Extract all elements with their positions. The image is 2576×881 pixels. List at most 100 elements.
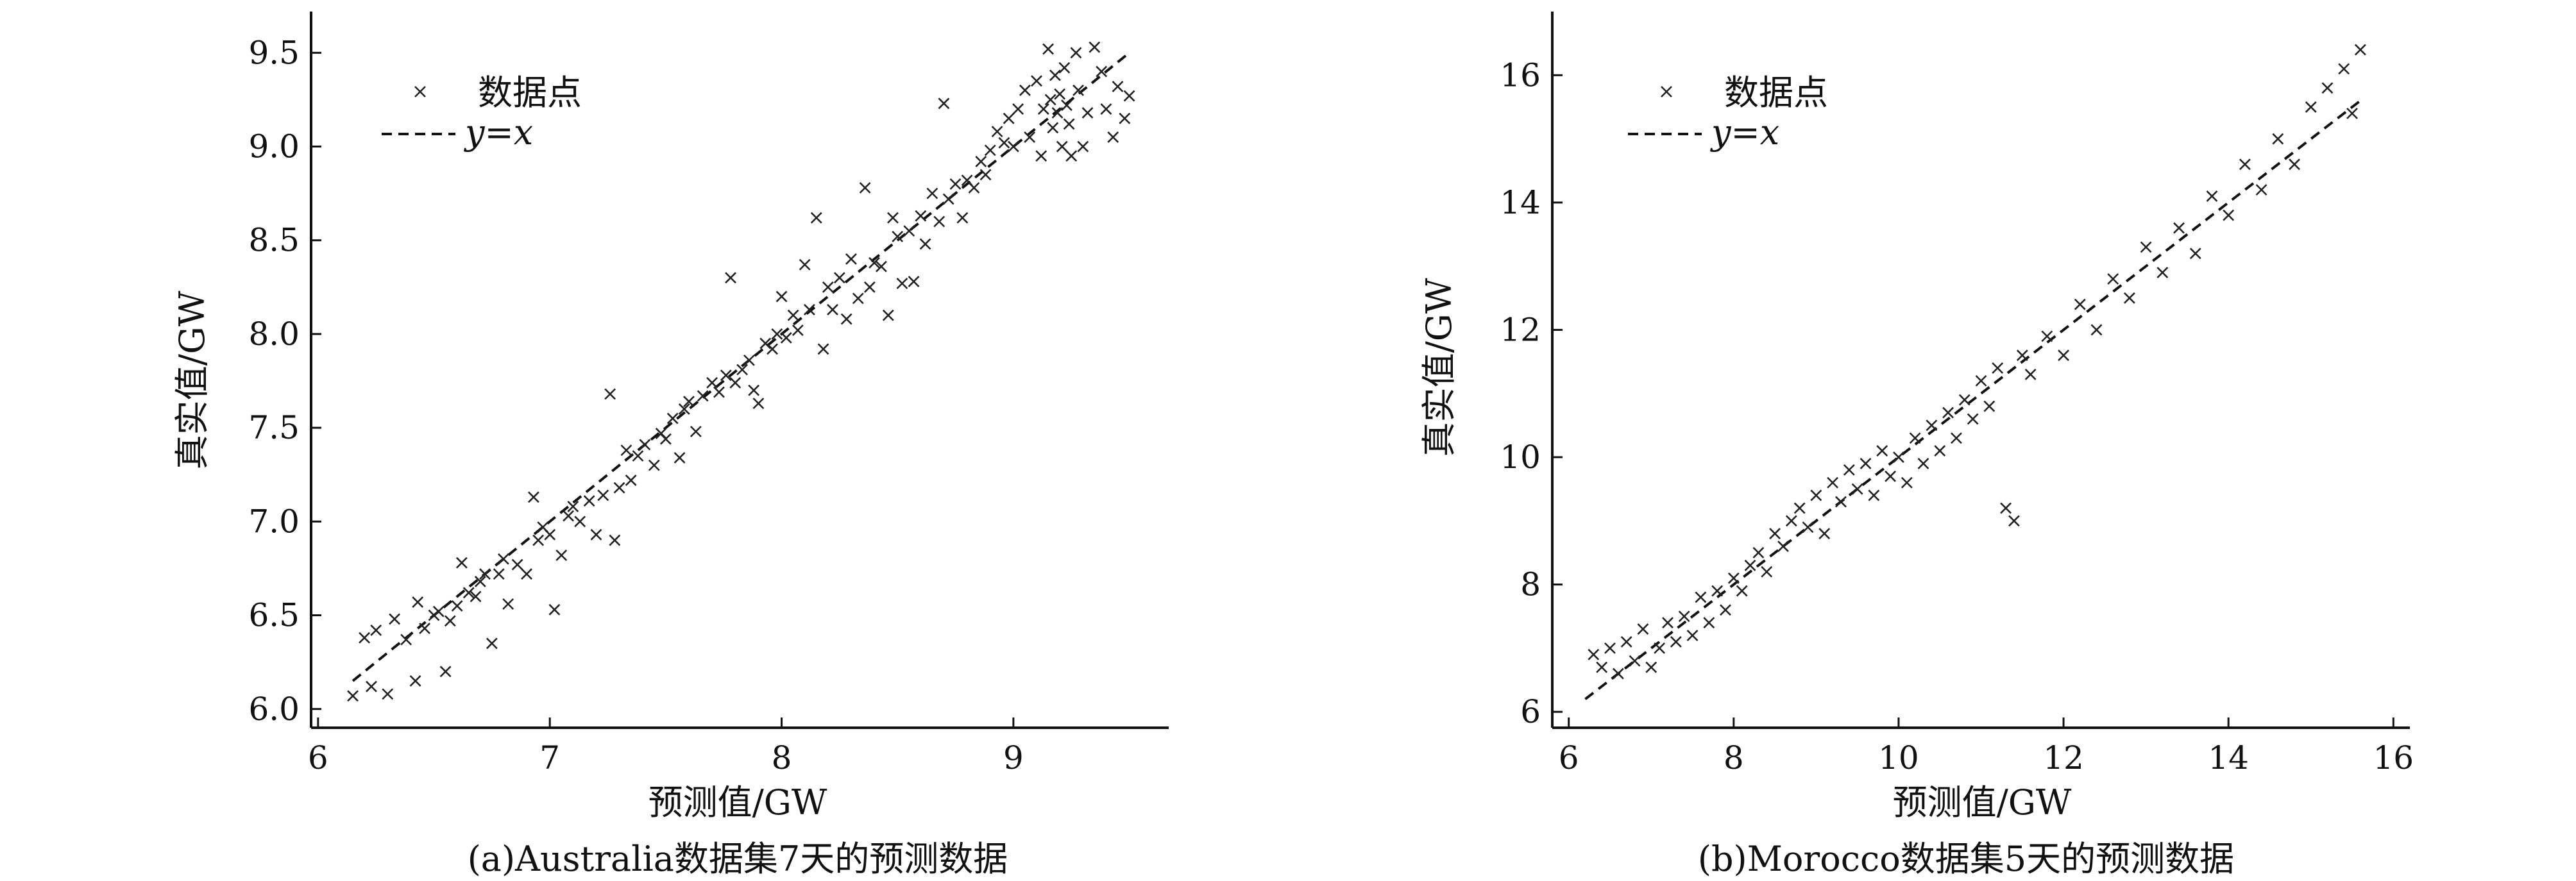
data-point <box>2140 241 2152 253</box>
data-point <box>1893 451 1904 463</box>
y-tick-label: 6.0 <box>248 691 300 728</box>
data-point <box>419 623 430 634</box>
data-point <box>908 276 920 287</box>
y-tick-label: 9.0 <box>248 128 300 165</box>
data-point <box>1035 150 1047 162</box>
data-point <box>780 331 792 344</box>
data-point <box>1637 623 1649 635</box>
data-point <box>412 596 424 608</box>
data-point <box>2107 273 2119 285</box>
data-point <box>574 516 586 528</box>
data-point <box>639 439 651 451</box>
x-tick-label: 10 <box>1878 739 1919 776</box>
data-point <box>903 225 915 237</box>
data-point <box>1934 445 1946 457</box>
legend-marker-x-icon <box>414 86 426 97</box>
data-point <box>2346 107 2358 119</box>
data-point <box>2058 349 2069 362</box>
y-axis-label: 真实值/GW <box>172 290 212 469</box>
data-point <box>1123 90 1135 102</box>
data-point <box>590 528 602 541</box>
data-point <box>1037 103 1049 115</box>
data-point <box>1065 150 1078 162</box>
data-point <box>1810 489 1822 501</box>
data-point <box>648 459 660 471</box>
x-tick-label: 6 <box>308 739 328 776</box>
data-point <box>1983 400 1996 412</box>
data-point <box>792 324 804 337</box>
data-point <box>1096 65 1108 78</box>
data-point <box>1942 407 1954 419</box>
x-axis-label: 预测值/GW <box>648 782 827 823</box>
y-tick-label: 16 <box>1500 56 1541 94</box>
x-axis-label: 预测值/GW <box>1893 782 2072 823</box>
data-point <box>1654 642 1666 654</box>
data-point <box>1612 667 1624 680</box>
data-point <box>2189 248 2201 260</box>
data-point <box>1620 636 1632 648</box>
data-point <box>455 557 468 569</box>
data-point <box>915 210 927 222</box>
data-point <box>1003 112 1015 124</box>
data-point <box>975 156 987 167</box>
data-point <box>1876 445 1888 457</box>
data-point <box>1056 140 1068 153</box>
data-point <box>827 304 838 315</box>
data-point <box>1007 140 1019 153</box>
data-point <box>1909 432 1921 444</box>
data-point <box>347 690 359 702</box>
data-point <box>1958 394 1970 406</box>
data-point <box>2338 63 2350 75</box>
data-point <box>2223 209 2235 221</box>
data-point <box>748 384 760 396</box>
data-point <box>439 666 452 678</box>
data-point <box>462 587 475 599</box>
data-point <box>2000 502 2012 514</box>
data-point <box>949 178 962 190</box>
data-point <box>486 637 498 650</box>
data-point <box>2123 292 2135 304</box>
data-point <box>470 591 482 603</box>
x-tick-label: 8 <box>1724 739 1744 776</box>
data-point <box>1049 69 1061 81</box>
data-point <box>1678 610 1690 623</box>
data-point <box>493 568 505 580</box>
data-point <box>896 278 908 289</box>
data-point <box>1051 106 1063 119</box>
data-point <box>863 281 876 293</box>
data-point <box>2239 158 2251 171</box>
data-point <box>933 215 945 228</box>
chart-morocco: (b)Morocco数据集5天的预测数据 预测值/GW 真实值/GW 数据点 y… <box>1419 12 2414 879</box>
data-point <box>803 304 815 315</box>
data-point <box>678 403 690 415</box>
data-point <box>632 450 644 462</box>
data-point <box>1860 458 1872 469</box>
data-point <box>926 187 938 199</box>
data-point <box>1793 502 1806 514</box>
y-tick-label: 8.0 <box>248 315 300 353</box>
data-point <box>1843 464 1855 476</box>
data-point <box>2016 349 2028 362</box>
legend: 数据点 y=x <box>1710 72 1828 153</box>
data-point <box>620 444 632 457</box>
x-tick-label: 6 <box>1559 739 1579 776</box>
data-point <box>1736 585 1748 597</box>
data-point <box>1951 432 1962 444</box>
data-point <box>1802 521 1814 533</box>
chart-caption: (a)Australia数据集7天的预测数据 <box>468 839 1008 878</box>
y-tick-label: 14 <box>1500 184 1541 221</box>
data-point <box>1070 47 1082 59</box>
data-point <box>1727 572 1740 584</box>
data-point <box>1744 559 1756 571</box>
y-tick-label: 7.5 <box>248 409 300 446</box>
legend-label-points: 数据点 <box>1724 72 1828 113</box>
data-point <box>1063 118 1075 130</box>
data-point <box>1769 528 1781 540</box>
data-point <box>1703 617 1715 629</box>
data-point <box>1761 566 1773 578</box>
data-point <box>555 550 568 561</box>
data-point <box>1054 88 1066 100</box>
reference-line-y-equals-x <box>1584 99 2362 700</box>
